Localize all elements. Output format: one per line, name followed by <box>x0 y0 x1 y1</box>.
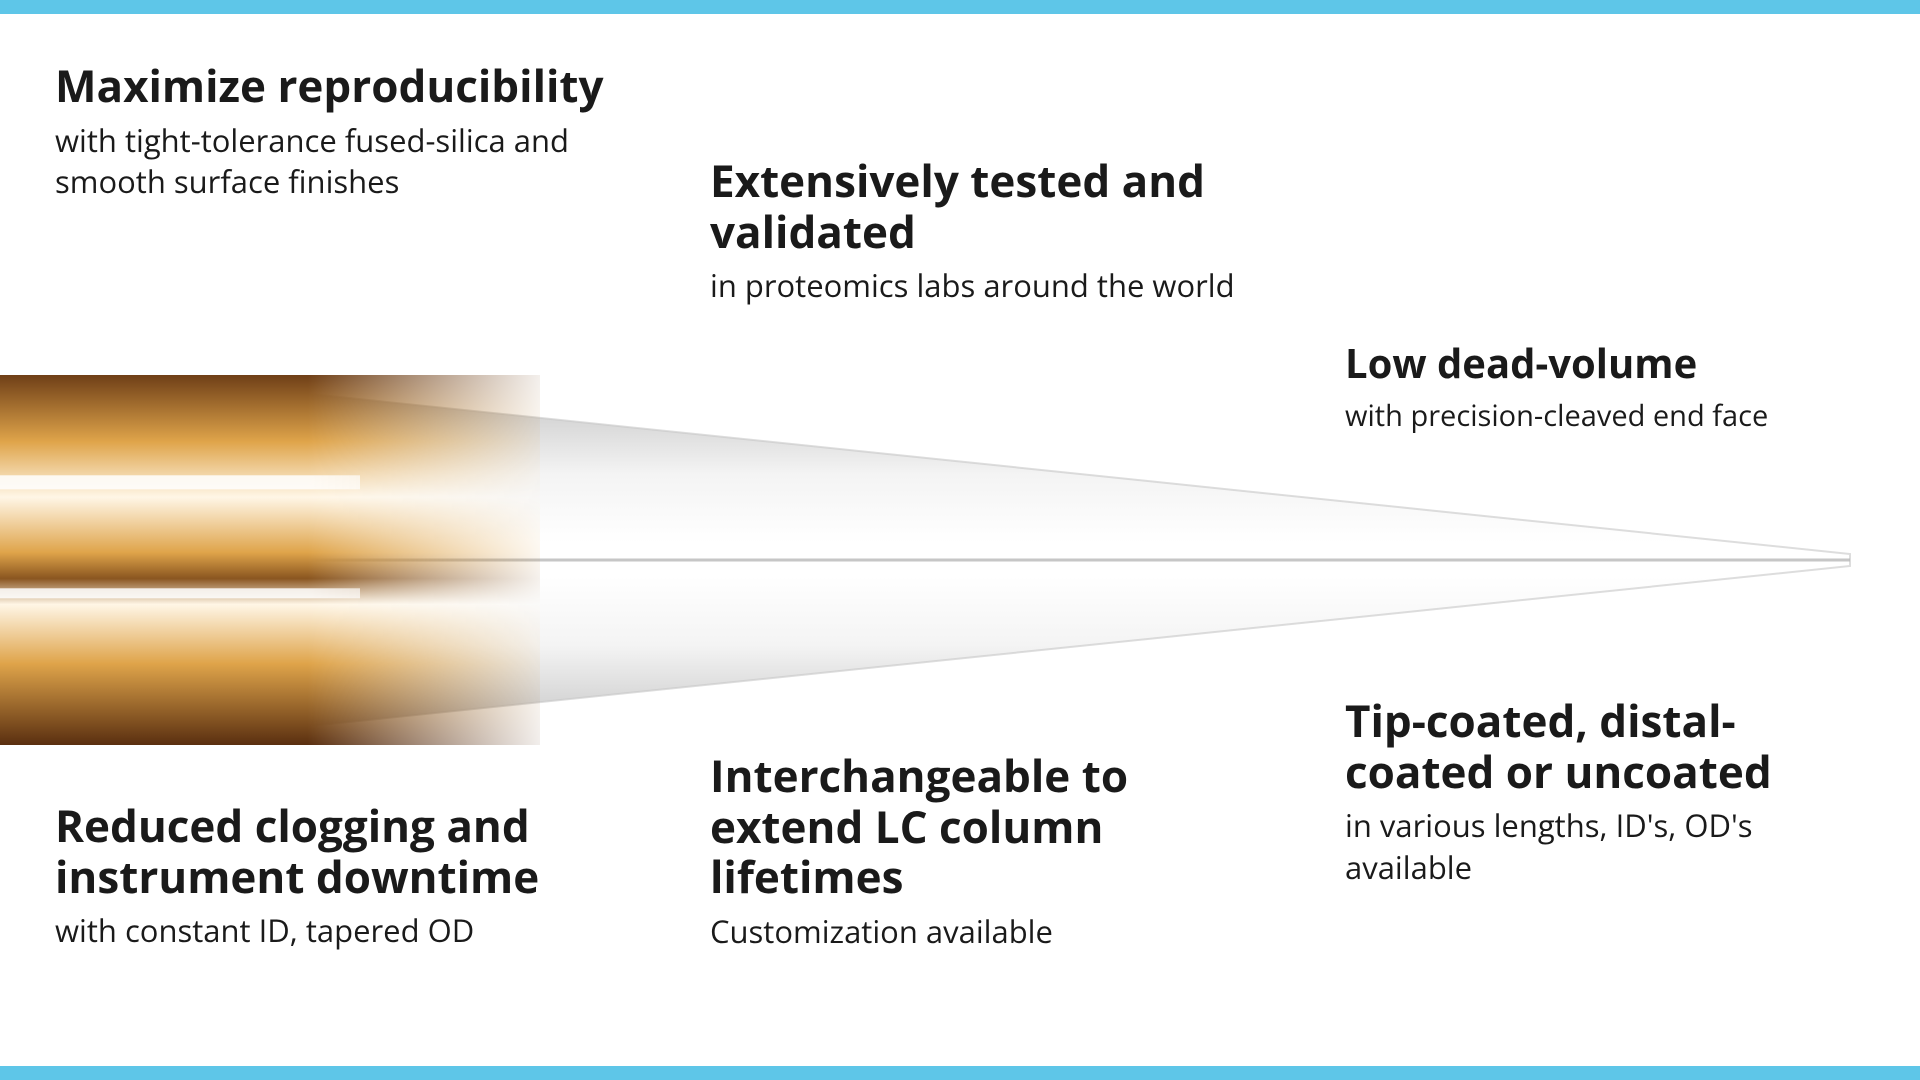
feature-body: in proteomics labs around the world <box>710 266 1270 308</box>
feature-maximize-reproducibility: Maximize reproducibility with tight-tole… <box>55 60 615 204</box>
feature-heading: Low dead-volume <box>1345 340 1905 386</box>
feature-body: with constant ID, tapered OD <box>55 911 615 953</box>
accent-bar-bottom <box>0 1066 1920 1080</box>
feature-tested-validated: Extensively tested and validated in prot… <box>710 155 1270 308</box>
accent-bar-top <box>0 0 1920 14</box>
feature-heading: Extensively tested and validated <box>710 155 1270 256</box>
feature-body: in various lengths, ID's, OD's available <box>1345 806 1865 890</box>
infographic-frame: Maximize reproducibility with tight-tole… <box>0 0 1920 1080</box>
feature-heading: Reduced clogging and instrument downtime <box>55 800 615 901</box>
feature-body: with precision-cleaved end face <box>1345 396 1905 435</box>
feature-low-dead-volume: Low dead-volume with precision-cleaved e… <box>1345 340 1905 435</box>
feature-reduced-clogging: Reduced clogging and instrument downtime… <box>55 800 615 953</box>
feature-heading: Interchangeable to extend LC column life… <box>710 750 1210 902</box>
feature-coating-options: Tip-coated, distal-coated or uncoated in… <box>1345 695 1865 890</box>
feature-body: Customization available <box>710 912 1210 954</box>
feature-interchangeable: Interchangeable to extend LC column life… <box>710 750 1210 954</box>
feature-body: with tight-tolerance fused-silica and sm… <box>55 121 615 205</box>
feature-heading: Tip-coated, distal-coated or uncoated <box>1345 695 1865 796</box>
feature-heading: Maximize reproducibility <box>55 60 615 111</box>
